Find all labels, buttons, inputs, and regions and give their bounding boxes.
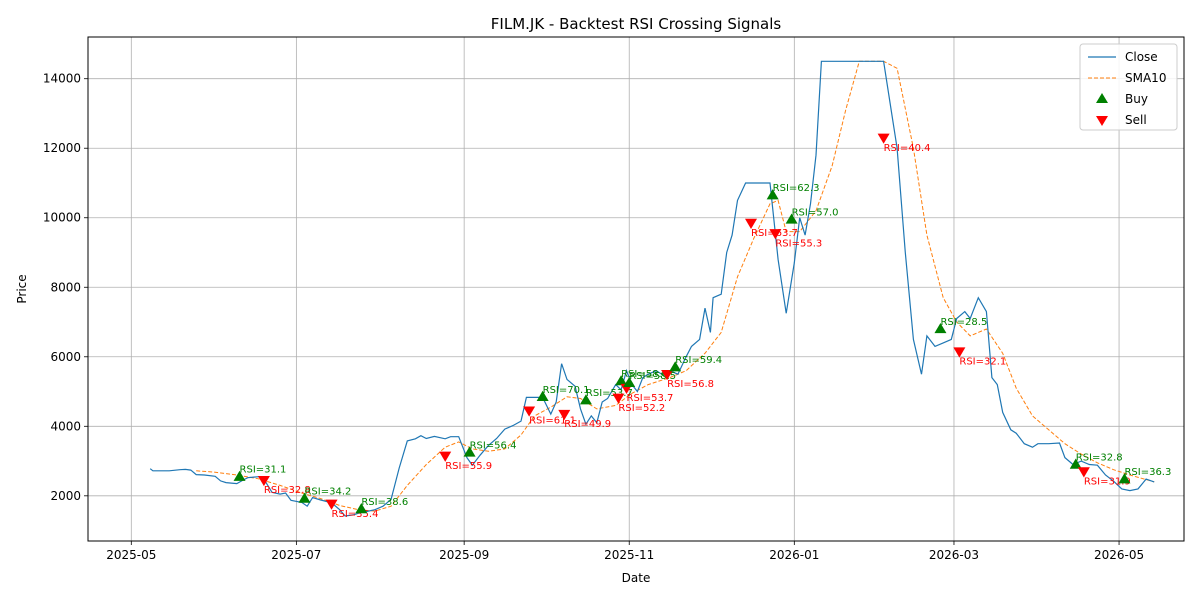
sell-signal-label: RSI=53.7 bbox=[627, 393, 674, 404]
sell-signal-marker bbox=[257, 475, 270, 487]
buy-signal-marker bbox=[615, 375, 628, 386]
sell-signal-marker bbox=[745, 218, 758, 229]
sell-signal-marker bbox=[523, 406, 536, 417]
legend-label: Close bbox=[1125, 50, 1158, 64]
sell-signal-marker bbox=[769, 229, 782, 240]
buy-signal-marker bbox=[355, 503, 368, 514]
legend-label: Sell bbox=[1125, 113, 1147, 127]
axis-ticks: 2025-05 2025-07 2025-09 2025-11 2026-01 2026-… bbox=[43, 72, 1144, 562]
x-tick-label: 2025-11 bbox=[604, 548, 654, 562]
sell-signal-marker bbox=[661, 369, 674, 381]
buy-signal-label: RSI=36.3 bbox=[1124, 467, 1171, 478]
buy-signal-marker bbox=[463, 446, 476, 457]
x-axis-label: Date bbox=[622, 571, 651, 585]
y-tick-label: 4000 bbox=[50, 419, 81, 433]
buy-signal-label: RSI=56.4 bbox=[470, 440, 517, 451]
buy-signal-label: RSI=59.4 bbox=[675, 355, 722, 366]
signals-layer: RSI=31.1RSI=32.8RSI=34.2RSI=35.4RSI=38.6… bbox=[233, 133, 1171, 520]
grid bbox=[88, 37, 1184, 541]
legend-box bbox=[1079, 43, 1178, 131]
buy-signal-marker bbox=[1118, 473, 1131, 484]
sell-signal-marker bbox=[558, 409, 571, 421]
sell-signal-label: RSI=55.9 bbox=[445, 461, 492, 472]
sell-signal-label: RSI=32.8 bbox=[264, 485, 311, 496]
y-tick-label: 12000 bbox=[43, 141, 81, 155]
buy-signal-label: RSI=53.7 bbox=[586, 388, 633, 399]
chart-title: FILM.JK - Backtest RSI Crossing Signals bbox=[491, 15, 782, 33]
sell-signal-marker bbox=[877, 133, 890, 144]
buy-signal-label: RSI=31.1 bbox=[240, 465, 287, 476]
buy-signal-marker bbox=[934, 322, 947, 334]
sell-signal-marker bbox=[1077, 467, 1090, 478]
legend-swatch-buy bbox=[1096, 93, 1108, 103]
sell-signal-label: RSI=31.9 bbox=[1084, 476, 1131, 487]
y-tick-label: 8000 bbox=[50, 280, 81, 294]
y-axis-label: Price bbox=[15, 274, 29, 303]
sell-signal-marker bbox=[325, 499, 338, 510]
buy-signal-label: RSI=58.6 bbox=[621, 369, 668, 380]
buy-signal-marker bbox=[536, 390, 549, 401]
buy-signal-marker bbox=[579, 394, 592, 405]
x-tick-label: 2026-05 bbox=[1094, 548, 1144, 562]
y-tick-label: 6000 bbox=[50, 350, 81, 364]
x-tick-label: 2026-01 bbox=[769, 548, 819, 562]
sell-signal-marker bbox=[953, 347, 966, 358]
buy-signal-marker bbox=[669, 361, 682, 372]
y-tick-label: 14000 bbox=[43, 72, 81, 86]
legend-label: Buy bbox=[1125, 92, 1148, 106]
sell-signal-label: RSI=55.3 bbox=[775, 238, 822, 249]
sell-signal-marker bbox=[612, 393, 625, 404]
buy-signal-label: RSI=62.3 bbox=[773, 183, 820, 194]
sell-signal-label: RSI=61.1 bbox=[529, 416, 576, 427]
buy-signal-label: RSI=32.8 bbox=[1076, 453, 1123, 464]
x-tick-label: 2025-07 bbox=[271, 548, 321, 562]
buy-signal-label: RSI=38.6 bbox=[361, 497, 408, 508]
y-tick-label: 2000 bbox=[50, 489, 81, 503]
buy-signal-marker bbox=[623, 376, 636, 388]
legend: Close SMA10 Buy Sell bbox=[1079, 43, 1178, 131]
plot-area bbox=[149, 60, 1155, 517]
buy-signal-label: RSI=34.2 bbox=[304, 487, 351, 498]
x-tick-label: 2025-09 bbox=[439, 548, 489, 562]
sell-signal-label: RSI=52.2 bbox=[618, 403, 665, 414]
legend-swatch-sell bbox=[1096, 116, 1108, 126]
sell-signal-label: RSI=35.4 bbox=[332, 509, 379, 520]
buy-signal-marker bbox=[785, 213, 798, 224]
sell-signal-label: RSI=32.1 bbox=[959, 357, 1006, 368]
buy-signal-marker bbox=[233, 470, 246, 481]
legend-label: SMA10 bbox=[1125, 71, 1166, 85]
sell-signal-label: RSI=56.8 bbox=[667, 379, 714, 390]
series-line-close bbox=[149, 60, 1155, 517]
buy-signal-marker bbox=[766, 189, 779, 200]
sell-signal-label: RSI=40.4 bbox=[884, 143, 931, 154]
sell-signal-marker bbox=[439, 451, 452, 462]
buy-signal-marker bbox=[298, 492, 311, 503]
y-tick-label: 10000 bbox=[43, 211, 81, 225]
series-line-sma10 bbox=[196, 60, 1155, 512]
buy-signal-label: RSI=58.5 bbox=[629, 371, 676, 382]
x-tick-label: 2025-05 bbox=[106, 548, 156, 562]
x-tick-label: 2026-03 bbox=[929, 548, 979, 562]
sell-signal-label: RSI=49.9 bbox=[564, 419, 611, 430]
buy-signal-marker bbox=[1069, 458, 1082, 469]
buy-signal-label: RSI=28.5 bbox=[940, 317, 987, 328]
buy-signal-label: RSI=70.1 bbox=[543, 385, 590, 396]
buy-signal-label: RSI=57.0 bbox=[792, 207, 839, 218]
plot-frame bbox=[87, 36, 1185, 542]
